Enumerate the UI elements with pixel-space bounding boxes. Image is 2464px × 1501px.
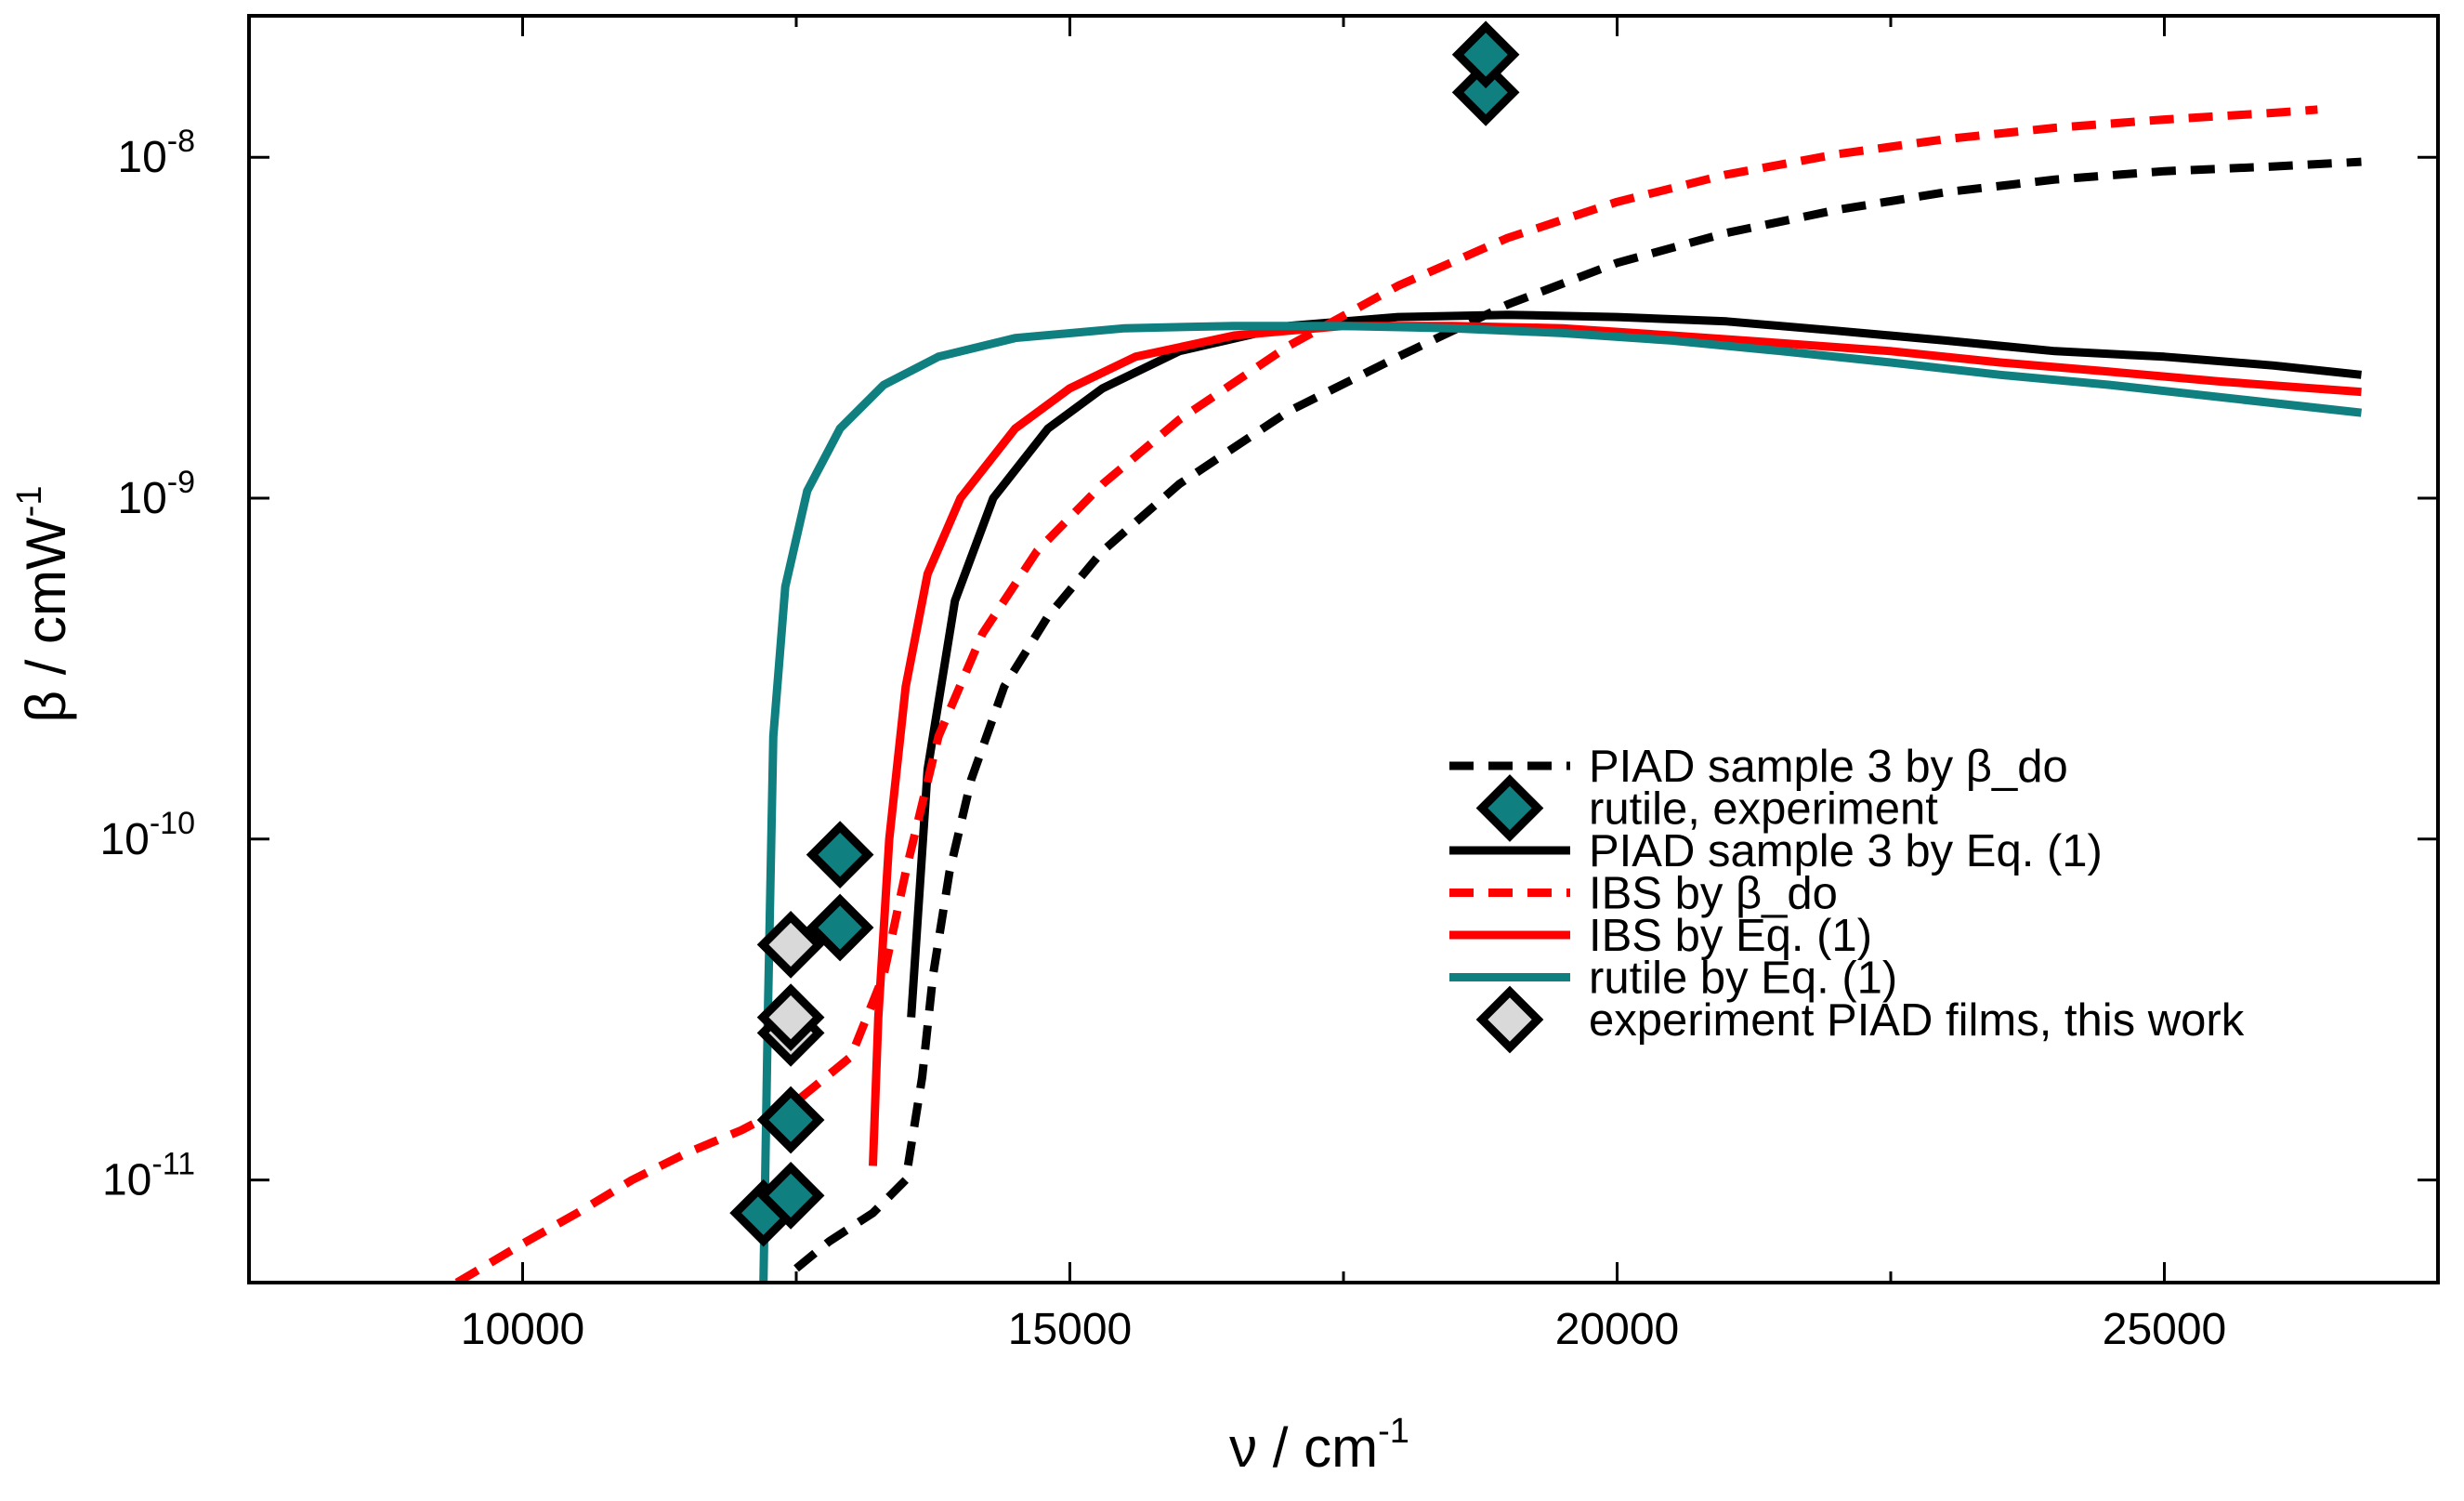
legend-entry: rutile, experiment xyxy=(1475,774,1938,842)
legend-swatch xyxy=(1475,774,1544,842)
data-point-series-6 xyxy=(756,911,825,979)
y-axis-title: β / cmW-1 xyxy=(10,486,77,723)
legend-label: rutile, experiment xyxy=(1589,784,1938,835)
y-tick-base: 10 xyxy=(117,474,166,523)
legend-entry: PIAD sample 3 by Eq. (1) xyxy=(1449,826,2103,876)
legend-label: IBS by β_do xyxy=(1589,869,1838,919)
x-axis-title-exponent: -1 xyxy=(1378,1412,1409,1451)
y-tick-exponent: -10 xyxy=(150,806,195,841)
y-tick-exponent: -11 xyxy=(151,1147,195,1182)
x-axis-title-main: ν / cm xyxy=(1229,1416,1378,1479)
y-tick-label: 10-11 xyxy=(102,1147,195,1205)
x-tick-label: 10000 xyxy=(461,1305,584,1354)
y-tick-base: 10 xyxy=(102,1156,151,1205)
y-tick-label: 10-8 xyxy=(117,124,195,182)
y-tick-exponent: -8 xyxy=(167,124,195,159)
x-tick-label: 20000 xyxy=(1555,1305,1679,1354)
y-tick-label: 10-10 xyxy=(99,806,195,864)
legend-entry: rutile by Eq. (1) xyxy=(1449,954,1897,1004)
legend-entry: PIAD sample 3 by β_do xyxy=(1449,742,2068,792)
series-layer xyxy=(454,105,2362,1283)
legend-label: rutile by Eq. (1) xyxy=(1589,954,1897,1004)
legend-label: experiment PIAD films, this work xyxy=(1589,995,2245,1046)
series-line-4 xyxy=(869,322,2362,1166)
legend-swatch xyxy=(1475,985,1544,1054)
series-line-5 xyxy=(759,322,2362,1283)
data-point-series-1 xyxy=(756,1162,825,1230)
legend-entry: IBS by Eq. (1) xyxy=(1449,911,1872,961)
y-tick-base: 10 xyxy=(117,133,166,182)
y-tick-label: 10-9 xyxy=(117,465,195,523)
legend-label: PIAD sample 3 by Eq. (1) xyxy=(1589,826,2103,876)
data-point-series-1 xyxy=(806,821,874,889)
x-axis-title: ν / cm-1 xyxy=(1229,1412,1409,1479)
legend-label: IBS by Eq. (1) xyxy=(1589,911,1872,961)
series-line-3 xyxy=(454,105,2318,1283)
plot-frame xyxy=(247,14,2440,1284)
x-tick-label: 15000 xyxy=(1008,1305,1132,1354)
x-tick-label: 25000 xyxy=(2103,1305,2226,1354)
legend-entry: experiment PIAD films, this work xyxy=(1475,985,2245,1054)
data-point-series-1 xyxy=(756,1086,825,1154)
y-tick-exponent: -9 xyxy=(167,465,195,500)
marker-layer xyxy=(729,20,1520,1247)
y-axis-title-main: β / cmW xyxy=(15,517,77,723)
data-point-series-1 xyxy=(1451,59,1520,126)
legend-label: PIAD sample 3 by β_do xyxy=(1589,742,2068,792)
legend-entry: IBS by β_do xyxy=(1449,869,1838,919)
data-point-series-1 xyxy=(1451,20,1520,89)
y-axis-title-exponent: -1 xyxy=(10,486,49,518)
series-line-0 xyxy=(793,157,2362,1272)
y-tick-base: 10 xyxy=(99,815,149,864)
data-point-series-1 xyxy=(806,893,874,962)
data-point-series-6 xyxy=(756,983,825,1051)
series-line-2 xyxy=(907,310,2362,1018)
